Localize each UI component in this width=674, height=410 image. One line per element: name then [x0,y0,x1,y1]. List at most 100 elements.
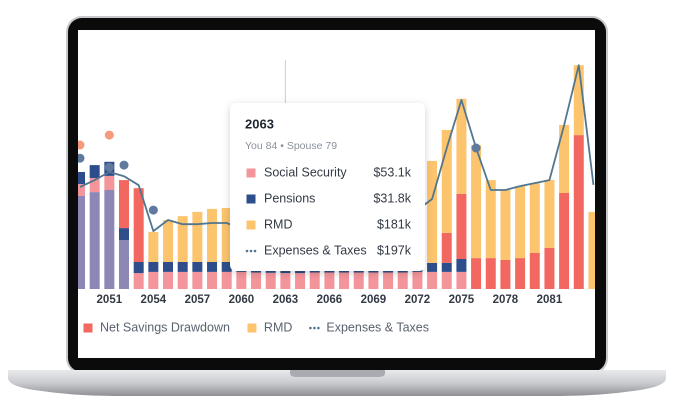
legend-label: Net Savings Drawdown [100,320,230,334]
x-tick-label: 2075 [449,294,475,306]
bar-segment [427,262,438,272]
bar-segment [368,272,379,289]
bar-segment [89,178,100,193]
bar-segment [192,271,203,289]
legend-label: Expenses & Taxes [326,320,429,334]
x-axis: 2051 2054 2057 2060 2063 2066 2069 2072 2075 2078… [97,294,563,306]
x-tick-label: 2072 [405,294,431,306]
tooltip-rows: Social Security $53.1k Pensions $31.8k RMD $1… [245,165,412,257]
x-tick-label: 2057 [185,294,211,306]
tooltip-series-name: Expenses & Taxes [264,243,367,257]
lid-notch [290,370,385,377]
bar-segment [163,220,174,262]
bar-segment [207,262,218,272]
legend-swatch [83,323,93,333]
bar-segment [119,180,130,229]
laptop-base [8,370,666,396]
bar-segment [456,259,467,272]
bar-segment [353,272,364,289]
bar-segment [104,190,115,289]
bar-segment [163,271,174,289]
bar-segment [456,271,467,289]
bar-segment [441,271,452,289]
bar-segment [456,98,467,194]
x-tick-label: 2054 [141,294,167,306]
bar-segment [441,130,452,233]
bar-segment [78,184,85,196]
bar-segment [119,240,130,289]
bar-segment [221,262,232,272]
legend-swatch [317,326,320,330]
bar-segment [485,258,496,289]
tooltip-series-name: Pensions [264,191,315,205]
bar-segment [471,258,482,289]
x-tick-label: 2069 [361,294,387,306]
bar-segment [339,272,350,289]
bar-segment [177,216,188,262]
bar-segment [133,188,144,262]
tooltip-box [230,103,425,271]
tooltip-series-name: Social Security [264,165,347,179]
event-dot [148,205,158,215]
bar-segment [236,271,247,289]
x-tick-label: 2060 [229,294,255,306]
bar-segment [485,180,496,259]
bar-segment [559,124,570,193]
bar-segment [78,172,85,184]
x-tick-label: 2081 [537,294,563,306]
bar-segment [177,271,188,289]
event-dot [119,160,129,170]
bar-segment [427,160,438,263]
bar-segment [544,247,555,289]
bar-segment [471,145,482,259]
bar-segment [89,192,100,289]
chart: 2051 2054 2057 2060 2063 2066 2069 2072 2075 2078… [78,60,595,334]
event-dot [471,143,481,153]
bar-segment [573,135,584,289]
bar-segment [78,196,85,289]
event-dot [78,153,85,163]
legend-label: RMD [264,320,292,334]
bar-segment [133,262,144,274]
legend-swatch [246,194,256,204]
legend-swatch [253,249,257,253]
bar-segment [500,190,511,260]
tooltip-value: $53.1k [373,165,411,179]
bar-segment [148,262,159,272]
tooltip-series-name: RMD [264,217,292,231]
bar-segment [397,272,408,289]
bar-segment [207,208,218,262]
legend-swatch [313,326,316,330]
event-dot [104,162,114,172]
bar-segment [456,193,467,259]
legend-swatch [309,326,312,330]
legend-swatch [246,220,256,230]
x-tick-label: 2051 [97,294,123,306]
bar-segment [221,271,232,289]
tooltip-value: $197k [377,243,412,257]
event-dot [104,130,114,140]
bar-segment [133,273,144,289]
bar-segment [427,271,438,289]
bar-segment [207,271,218,289]
bar-segment [441,262,452,272]
bar-segment [441,232,452,263]
bar-segment [192,262,203,272]
tooltip: 2063 You 84 • Spouse 79 Social Security $… [230,103,425,271]
tooltip-value: $181k [377,217,412,231]
event-dot [78,140,85,150]
bar-segment [265,272,276,289]
x-tick-label: 2066 [317,294,343,306]
bar-segment [529,253,540,289]
bar-segment [515,258,526,289]
bar-segment [295,273,306,289]
bar-segment [104,175,115,190]
x-tick-label: 2078 [493,294,519,306]
legend-swatch [245,249,249,253]
bar-segment [177,262,188,272]
tooltip-value: $31.8k [373,191,411,205]
bar-segment [500,259,511,289]
bar-segment [544,179,555,248]
